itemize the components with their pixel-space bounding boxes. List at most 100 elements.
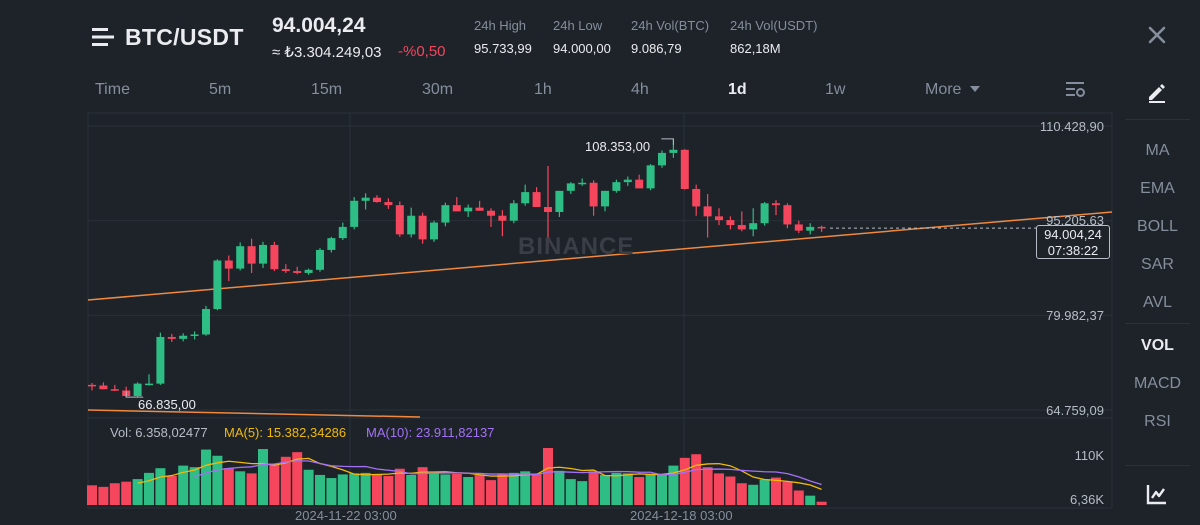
- date-axis-label: 2024-12-18 03:00: [630, 508, 733, 523]
- volume-bar: [155, 468, 166, 505]
- volume-bar: [463, 477, 474, 505]
- candle-body: [794, 224, 803, 231]
- current-price-box: 94.004,24 07:38:22: [1036, 225, 1110, 259]
- stat-value-24h-high: 95.733,99: [474, 41, 532, 56]
- tab-more[interactable]: More: [925, 81, 962, 98]
- volume-bar: [668, 465, 679, 505]
- volume-bar: [691, 454, 702, 505]
- volume-bar: [201, 449, 211, 505]
- volume-bar: [280, 456, 291, 505]
- candle-body: [179, 335, 188, 339]
- volume-bar: [394, 468, 405, 505]
- indicator-ma[interactable]: MA: [1145, 142, 1170, 159]
- candle-body: [88, 384, 96, 387]
- chart-settings-icon[interactable]: [1066, 81, 1086, 99]
- close-icon[interactable]: [1146, 24, 1168, 46]
- price-axis-label: 64.759,09: [1046, 403, 1104, 418]
- candle-body: [566, 183, 575, 191]
- volume-bar: [657, 474, 667, 505]
- candle-body: [692, 188, 701, 207]
- candle-body: [156, 336, 165, 384]
- volume-bar: [771, 477, 781, 505]
- vol-legend-ma10: MA(10): 23.911,82137: [366, 425, 495, 440]
- stat-label-24h-low: 24h Low: [553, 18, 603, 33]
- indicator-macd[interactable]: MACD: [1133, 375, 1182, 392]
- last-price: 94.004,24: [272, 14, 366, 37]
- volume-bar: [805, 495, 816, 505]
- candle-body: [407, 215, 416, 235]
- indicator-sar[interactable]: SAR: [1141, 256, 1174, 273]
- volume-bar: [782, 481, 793, 505]
- candle-body: [509, 203, 518, 221]
- volume-axis-label: 6,36K: [1070, 492, 1104, 507]
- candle-body: [475, 207, 484, 211]
- tab-time[interactable]: Time: [95, 81, 130, 98]
- indicator-rsi[interactable]: RSI: [1144, 413, 1171, 430]
- volume-bar: [315, 474, 325, 505]
- volume-bar: [486, 480, 496, 505]
- volume-bar: [303, 469, 314, 505]
- candle-body: [498, 215, 507, 221]
- sidebar-divider: [1125, 119, 1190, 120]
- candle-body: [601, 190, 609, 207]
- volume-bar: [383, 475, 394, 505]
- indicator-vol[interactable]: VOL: [1141, 337, 1174, 354]
- volume-bar: [417, 467, 428, 505]
- pencil-icon[interactable]: [1146, 81, 1168, 103]
- candle-body: [749, 223, 758, 230]
- candle-body: [361, 197, 370, 201]
- candle-body: [213, 260, 222, 310]
- tab-1d[interactable]: 1d: [728, 81, 747, 98]
- indicator-avl[interactable]: AVL: [1142, 294, 1173, 311]
- volume-bar: [87, 485, 97, 505]
- chevron-down-icon[interactable]: [970, 86, 980, 92]
- volume-bar: [372, 473, 382, 505]
- volume-bar: [451, 473, 462, 505]
- tab-1w[interactable]: 1w: [825, 81, 846, 98]
- candle-body: [555, 190, 564, 212]
- candle-body: [259, 244, 267, 264]
- tab-5m[interactable]: 5m: [209, 81, 232, 98]
- candle-body: [99, 385, 108, 390]
- candle-body: [350, 200, 359, 227]
- indicator-ema[interactable]: EMA: [1140, 180, 1175, 197]
- volume-bar: [337, 474, 348, 505]
- indicator-boll[interactable]: BOLL: [1137, 218, 1178, 235]
- tab-30m[interactable]: 30m: [422, 81, 454, 98]
- volume-bar: [121, 481, 132, 505]
- candle-body: [190, 334, 199, 337]
- candle-body: [760, 203, 769, 224]
- candle-body: [669, 149, 678, 153]
- tab-4h[interactable]: 4h: [631, 81, 649, 98]
- tab-1h[interactable]: 1h: [534, 81, 552, 98]
- candle-body: [737, 225, 746, 230]
- stat-value-24h-low: 94.000,00: [553, 41, 611, 56]
- price-axis-label: 79.982,37: [1046, 308, 1104, 323]
- stat-label-24h-high: 24h High: [474, 18, 527, 33]
- candle-body: [635, 179, 644, 189]
- vol-legend-ma5: MA(5): 15.382,34286: [224, 425, 347, 440]
- candle-body: [715, 216, 723, 221]
- candle-body: [441, 205, 450, 223]
- chart-tools-icon[interactable]: [1146, 483, 1168, 505]
- candle-body: [236, 246, 245, 269]
- candle-body: [612, 182, 621, 191]
- tab-15m[interactable]: 15m: [311, 81, 343, 98]
- candle-body: [145, 383, 153, 386]
- volume-bar: [269, 464, 280, 505]
- stat-label-24h-vol-usdt: 24h Vol(USDT): [730, 18, 818, 33]
- candle-body: [658, 152, 666, 166]
- candle-body: [316, 249, 324, 270]
- volume-bar: [440, 474, 451, 505]
- volume-bar: [258, 449, 268, 505]
- candle-body: [167, 336, 176, 339]
- menu-icon[interactable]: [92, 27, 114, 47]
- candle-body: [452, 205, 461, 212]
- volume-bar: [497, 474, 508, 505]
- volume-bar: [577, 481, 588, 505]
- volume-bar: [714, 473, 724, 505]
- trading-pair[interactable]: BTC/USDT: [125, 24, 244, 50]
- candle-body: [623, 179, 632, 183]
- date-axis-label: 2024-11-22 03:00: [295, 508, 397, 523]
